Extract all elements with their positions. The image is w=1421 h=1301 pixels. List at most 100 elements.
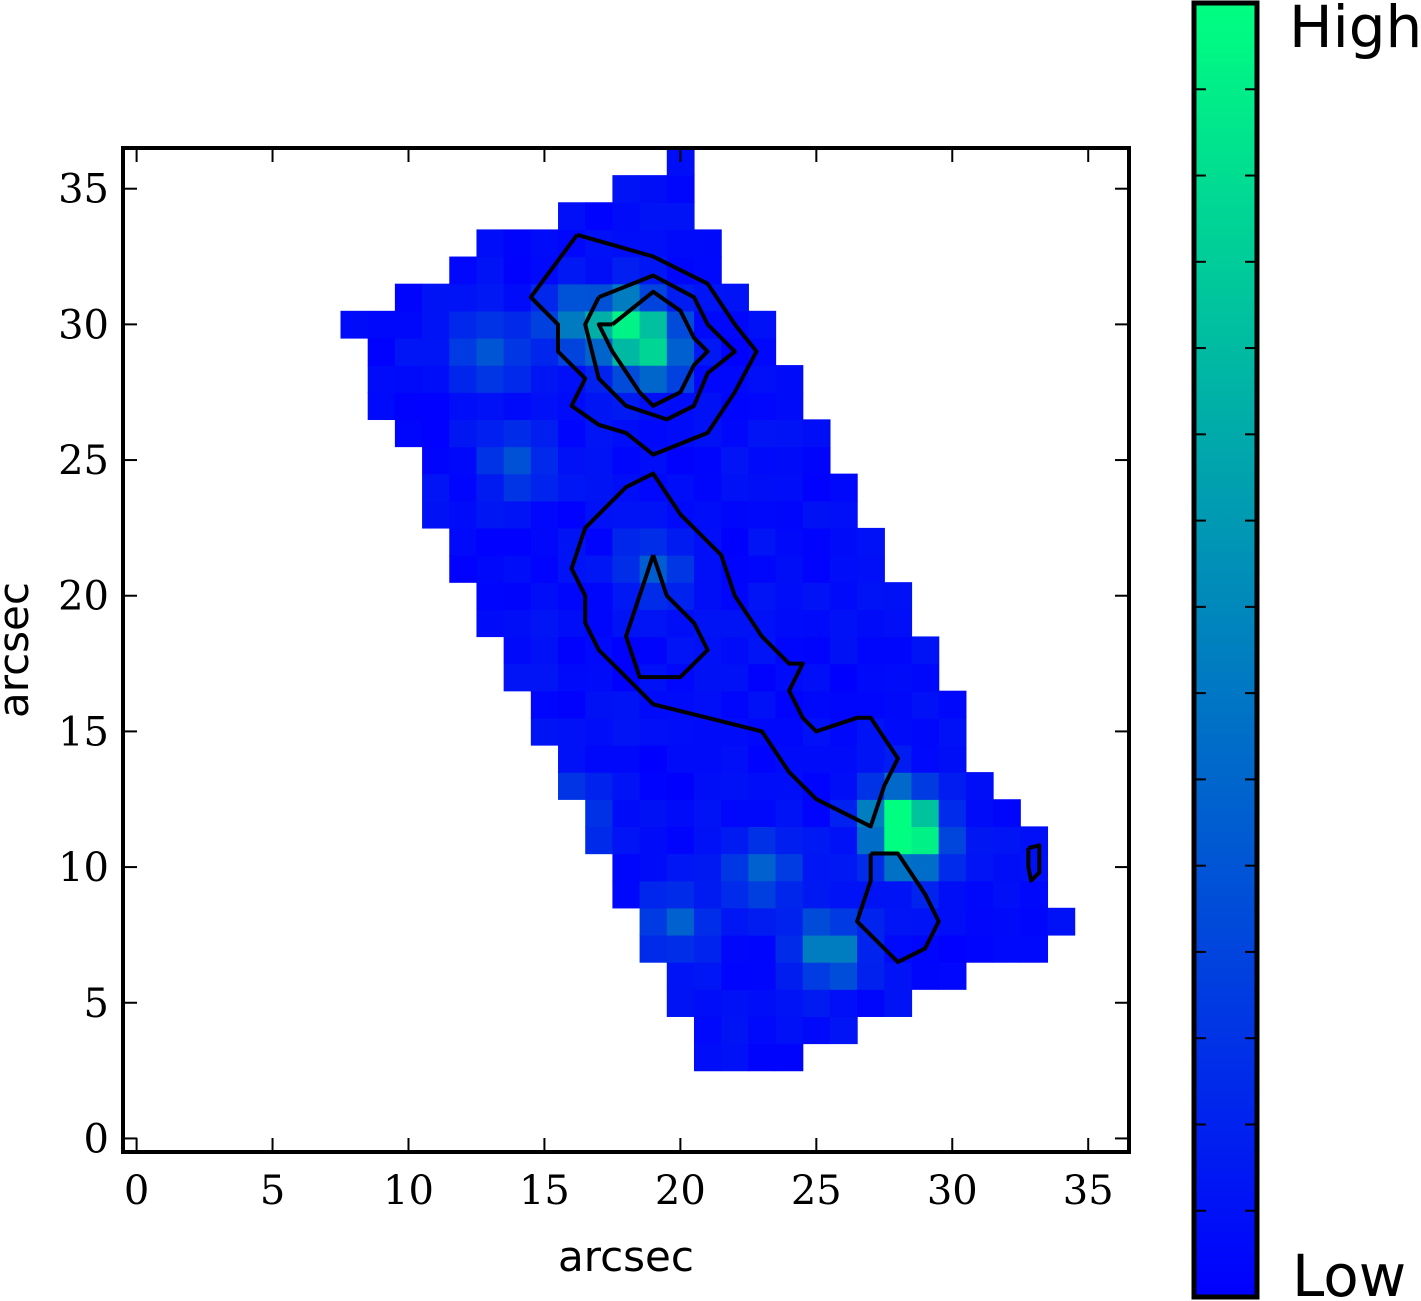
heatmap-cell <box>612 446 641 475</box>
heatmap-cell <box>422 473 450 502</box>
heatmap-cell <box>857 826 885 855</box>
heatmap-cell <box>340 310 369 339</box>
heatmap-cell <box>693 880 722 909</box>
heatmap-cell <box>829 962 858 990</box>
heatmap-cell <box>612 202 641 231</box>
heatmap-cell <box>802 1016 831 1045</box>
heatmap-cell <box>884 907 913 936</box>
heatmap-cell <box>938 934 967 963</box>
heatmap-cell <box>693 772 722 800</box>
heatmap-cell <box>503 229 532 258</box>
heatmap-cell <box>585 473 614 502</box>
heatmap-cell <box>802 527 831 556</box>
heatmap-cell <box>503 555 532 583</box>
heatmap-cell <box>884 717 913 746</box>
heatmap-cell <box>612 880 641 909</box>
heatmap-cell <box>530 337 559 366</box>
heatmap-cell <box>748 310 777 339</box>
heatmap-cell <box>802 690 831 719</box>
heatmap-cell <box>666 826 695 855</box>
heatmap-cell <box>884 609 913 638</box>
heatmap-cell <box>748 555 777 583</box>
contour-line <box>855 851 941 965</box>
heatmap-cell <box>748 853 777 882</box>
heatmap-cell <box>585 717 614 746</box>
heatmap-cell <box>530 609 559 638</box>
heatmap-cell <box>721 609 749 638</box>
heatmap-cell <box>476 419 505 448</box>
heatmap-cell <box>558 419 586 448</box>
heatmap-cell <box>884 962 913 990</box>
heatmap-cell <box>503 337 532 366</box>
heatmap-cell <box>857 962 885 990</box>
heatmap-cell <box>585 772 614 800</box>
heatmap-cell <box>911 636 940 665</box>
heatmap-cell <box>748 772 777 800</box>
heatmap-cell <box>449 256 478 285</box>
heatmap-cell <box>666 446 695 475</box>
heatmap-cell <box>721 419 749 448</box>
heatmap-cell <box>476 283 505 312</box>
heatmap-cell <box>802 582 831 610</box>
heatmap-cell <box>748 500 777 529</box>
heatmap-cell <box>612 799 641 828</box>
heatmap-cell <box>748 799 777 828</box>
y-axis-ticks: 0 5 10 15 20 25 30 35 <box>58 167 1129 1162</box>
heatmap-cell <box>530 229 559 258</box>
heatmap-cell <box>911 717 940 746</box>
heatmap-cell <box>503 500 532 529</box>
heatmap-cell <box>585 826 614 855</box>
heatmap-cell <box>748 962 777 990</box>
heatmap-cell <box>585 663 614 692</box>
heatmap-cell <box>993 826 1021 855</box>
heatmap-cell <box>1047 907 1076 936</box>
heatmap-cell <box>558 690 586 719</box>
heatmap-cell <box>530 636 559 665</box>
heatmap-cell <box>585 582 614 610</box>
heatmap-cell <box>530 392 559 421</box>
heatmap-cell <box>367 365 396 393</box>
heatmap-cell <box>829 853 858 882</box>
heatmap-cell <box>503 473 532 502</box>
heatmap-cell <box>476 337 505 366</box>
heatmap-cell <box>666 853 695 882</box>
heatmap-cell <box>775 419 804 448</box>
heatmap-cell <box>911 962 940 990</box>
heatmap-cell <box>748 907 777 936</box>
heatmap-cell <box>829 690 858 719</box>
heatmap-cell <box>857 582 885 610</box>
contour-line <box>569 471 900 829</box>
heatmap-cell <box>693 744 722 773</box>
heatmap-cell <box>422 337 450 366</box>
heatmap-cell <box>422 500 450 529</box>
heatmap-cell <box>748 934 777 963</box>
heatmap-cell <box>666 907 695 936</box>
heatmap-cell <box>639 175 668 203</box>
heatmap-cell <box>449 419 478 448</box>
heatmap-cell <box>857 555 885 583</box>
heatmap-cell <box>422 365 450 393</box>
heatmap-cell <box>558 473 586 502</box>
heatmap-cell <box>857 744 885 773</box>
heatmap-cell <box>639 934 668 963</box>
heatmap-cell <box>857 636 885 665</box>
heatmap-cell <box>748 419 777 448</box>
heatmap-cell <box>558 202 586 231</box>
heatmap-cell <box>476 582 505 610</box>
x-tick-label: 0 <box>124 1168 149 1214</box>
heatmap-cell <box>612 337 641 366</box>
heatmap-cell <box>693 229 722 258</box>
heatmap-cell <box>721 880 749 909</box>
heatmap-cell <box>666 175 695 203</box>
heatmap-cell <box>721 500 749 529</box>
heatmap-cell <box>911 853 940 882</box>
heatmap-cell <box>503 582 532 610</box>
heatmap-cell <box>802 744 831 773</box>
heatmap-cell <box>693 907 722 936</box>
heatmap-cell <box>422 310 450 339</box>
heatmap-cell <box>857 609 885 638</box>
heatmap-cell <box>965 907 994 936</box>
heatmap-cell <box>558 310 586 339</box>
heatmap-cell <box>721 744 749 773</box>
